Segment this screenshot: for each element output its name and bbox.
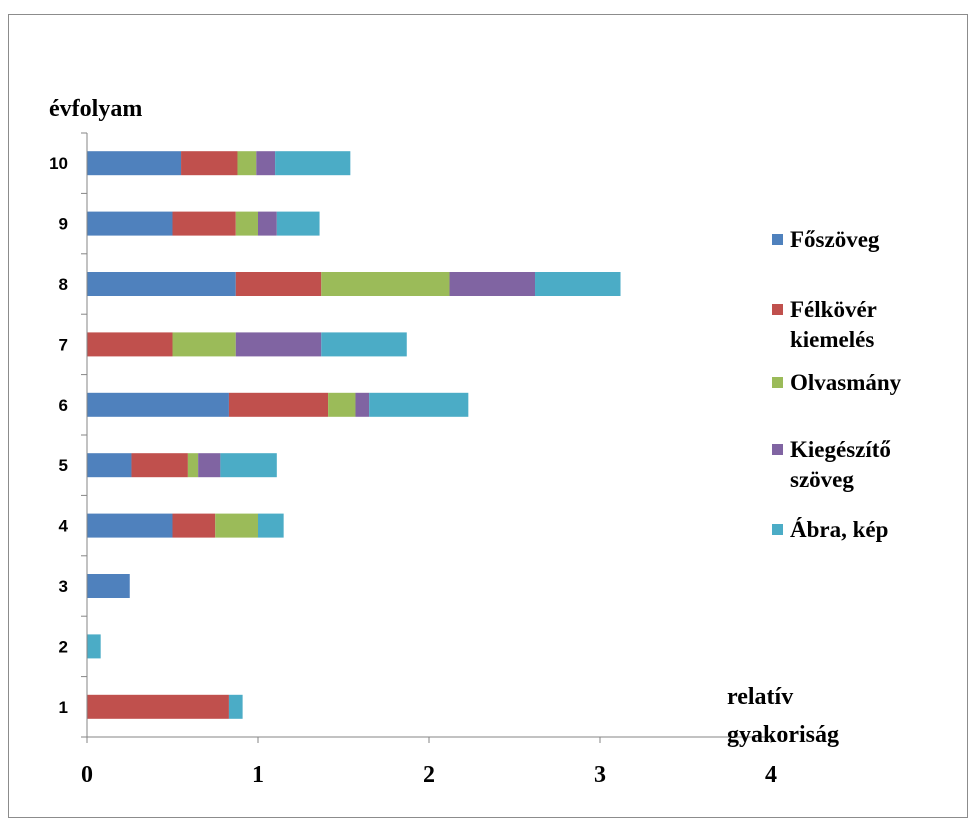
bar-segment-9-series-1: [87, 211, 173, 236]
category-label-8: 8: [59, 275, 68, 294]
category-label-6: 6: [59, 396, 68, 415]
bar-segment-4-series-3: [215, 513, 258, 538]
bar-segment-5-series-2: [131, 453, 188, 478]
bar-segment-5-series-4: [198, 453, 221, 478]
bar-segment-8-series-3: [321, 272, 450, 296]
bar-segment-4-series-5: [258, 513, 284, 538]
bars-layer: [87, 151, 621, 719]
legend-item-2: Félkövér kiemelés: [772, 295, 960, 355]
bar-segment-1-series-2: [87, 694, 229, 719]
legend-swatch: [772, 234, 783, 245]
category-label-10: 10: [49, 154, 68, 173]
x-tick-label-0: 0: [81, 762, 93, 788]
bar-segment-9-series-3: [235, 211, 258, 236]
legend-swatch: [772, 304, 783, 315]
bar-segment-5-series-3: [187, 453, 199, 478]
x-tick-label-4: 4: [765, 762, 777, 788]
bar-segment-6-series-5: [369, 392, 469, 417]
y-axis-title: évfolyam: [49, 96, 142, 122]
bar-segment-5-series-5: [220, 453, 277, 478]
x-tick-labels-layer: 0 1 2 3 4: [81, 762, 777, 788]
bar-segment-10-series-3: [237, 151, 257, 176]
bar-segment-8-series-1: [87, 272, 236, 296]
legend-swatch: [772, 524, 783, 535]
legend-item-1: Főszöveg: [772, 225, 960, 255]
legend-label: Félkövér kiemelés: [790, 297, 877, 352]
legend-item-3: Olvasmány: [772, 368, 960, 398]
y-ticks-layer: [81, 132, 87, 738]
category-label-2: 2: [59, 637, 68, 656]
bar-segment-10-series-5: [275, 151, 351, 176]
x-ticks-layer: [86, 737, 772, 743]
x-tick-label-1: 1: [252, 762, 264, 788]
bar-segment-10-series-2: [181, 151, 238, 176]
bar-segment-6-series-3: [328, 392, 356, 417]
category-label-5: 5: [59, 456, 68, 475]
bar-segment-4-series-2: [172, 513, 216, 538]
bar-segment-6-series-1: [87, 392, 229, 417]
x-axis-title-line1: relatív: [727, 684, 793, 710]
bar-segment-2-series-5: [87, 634, 101, 659]
bar-segment-4-series-1: [87, 513, 173, 538]
legend-label: Olvasmány: [790, 370, 902, 395]
bar-segment-10-series-1: [87, 151, 182, 176]
bar-segment-3-series-1: [87, 574, 130, 598]
bar-segment-9-series-2: [172, 211, 236, 236]
category-label-1: 1: [59, 698, 68, 717]
category-label-3: 3: [59, 577, 68, 596]
category-label-7: 7: [59, 335, 68, 354]
legend-swatch: [772, 377, 783, 388]
x-tick-label-2: 2: [423, 762, 435, 788]
bar-segment-9-series-5: [276, 211, 320, 236]
x-axis-title-line2: gyakoriság: [727, 722, 839, 748]
bar-segment-8-series-5: [535, 272, 621, 296]
category-label-9: 9: [59, 215, 68, 234]
x-tick-label-3: 3: [594, 762, 606, 788]
legend-item-4: Kiegészítő szöveg: [772, 435, 960, 495]
bar-segment-9-series-4: [258, 211, 277, 236]
bar-segment-7-series-5: [321, 332, 407, 357]
bar-segment-5-series-1: [87, 453, 132, 478]
bar-segment-8-series-4: [449, 272, 536, 296]
legend-swatch: [772, 444, 783, 455]
bar-segment-7-series-4: [235, 332, 322, 357]
legend-label: Kiegészítő szöveg: [790, 437, 891, 492]
bar-segment-6-series-4: [355, 392, 370, 417]
bar-segment-1-series-5: [228, 694, 243, 719]
bar-segment-10-series-4: [256, 151, 276, 176]
legend-item-5: Ábra, kép: [772, 515, 960, 545]
bar-segment-7-series-3: [172, 332, 236, 357]
bar-segment-8-series-2: [235, 272, 322, 296]
legend-label: Ábra, kép: [790, 517, 889, 542]
bar-segment-6-series-2: [228, 392, 329, 417]
category-labels-layer: 1 2 3 4 5 6 7 8 9 10: [49, 154, 68, 717]
legend-label: Főszöveg: [790, 227, 880, 252]
bar-segment-7-series-2: [87, 332, 173, 357]
category-label-4: 4: [59, 517, 69, 536]
